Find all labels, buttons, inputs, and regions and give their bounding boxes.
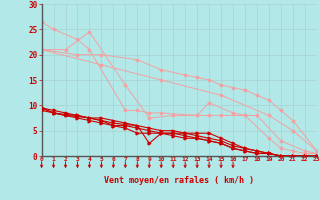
X-axis label: Vent moyen/en rafales ( km/h ): Vent moyen/en rafales ( km/h ) [104,176,254,185]
